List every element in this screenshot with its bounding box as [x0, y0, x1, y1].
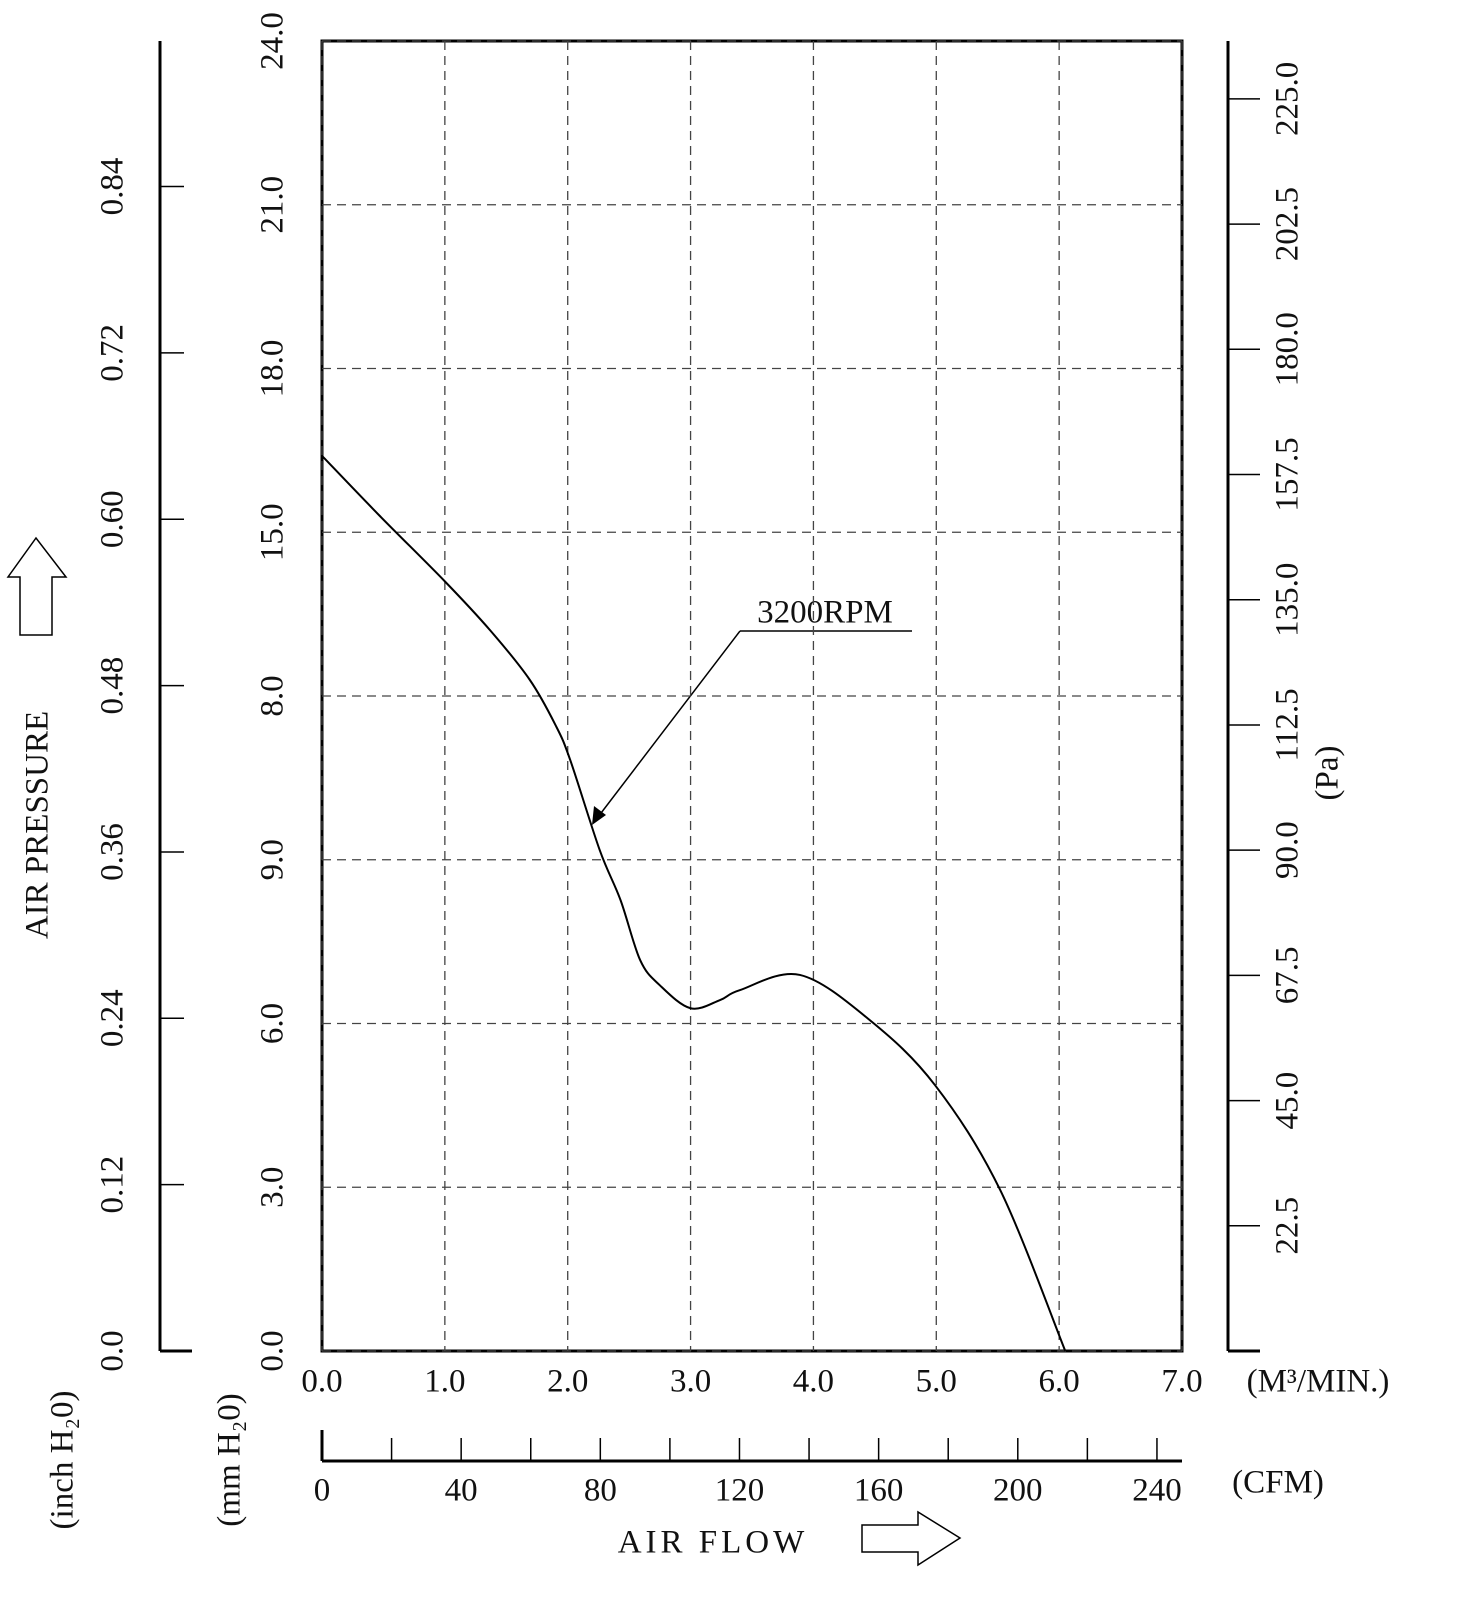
cfm-unit: (CFM): [1232, 1465, 1324, 1501]
pa-unit: (Pa): [1310, 746, 1346, 801]
inch-unit: (inch H₂0): [45, 1391, 81, 1530]
pa-tick-label: 157.5: [1270, 437, 1306, 511]
pa-tick-label: 225.0: [1270, 62, 1306, 136]
inch-tick-label: 0.12: [95, 1156, 131, 1214]
x-tick-label: 5.0: [916, 1364, 957, 1400]
cfm-tick-label: 80: [584, 1473, 617, 1509]
cfm-tick-label: 120: [715, 1473, 765, 1509]
y-tick-label: 9.0: [255, 839, 291, 880]
pa-tick-label: 135.0: [1270, 563, 1306, 637]
x-tick-label: 2.0: [547, 1364, 588, 1400]
inch-tick-label: 0.60: [95, 490, 131, 548]
x-tick-label: 1.0: [424, 1364, 465, 1400]
y-tick-label: 3.0: [255, 1167, 291, 1208]
cfm-tick-label: 200: [993, 1473, 1043, 1509]
curve-annotation: 3200RPM: [757, 595, 893, 631]
x-unit: (M³/MIN.): [1247, 1364, 1390, 1400]
inch-tick-label: 0.72: [95, 324, 131, 382]
x-tick-label: 4.0: [793, 1364, 834, 1400]
inch-tick-label: 0.0: [95, 1330, 131, 1371]
x-tick-label: 3.0: [670, 1364, 711, 1400]
y-tick-label: 24.0: [255, 12, 291, 70]
annotation-leader: [597, 630, 741, 818]
y-tick-label: 0.0: [255, 1330, 291, 1371]
cfm-tick-label: 240: [1132, 1473, 1182, 1509]
pa-tick-label: 22.5: [1270, 1197, 1306, 1255]
pa-tick-label: 112.5: [1270, 688, 1306, 761]
pa-tick-label: 202.5: [1270, 187, 1306, 261]
cfm-tick-label: 0: [314, 1473, 331, 1509]
curve: [321, 455, 1067, 1352]
pa-tick-label: 90.0: [1270, 821, 1306, 879]
inch-tick-label: 0.36: [95, 823, 131, 881]
y-tick-label: 21.0: [255, 176, 291, 234]
pa-tick-label: 67.5: [1270, 946, 1306, 1004]
y-tick-label: 6.0: [255, 1003, 291, 1044]
up-arrow: [6, 536, 68, 636]
mm-unit: (mm H₂0): [212, 1393, 248, 1526]
x-tick-label: 0.0: [301, 1364, 342, 1400]
cfm-tick-label: 160: [854, 1473, 904, 1509]
y-tick-label: 8.0: [255, 675, 291, 716]
x-axis-label: AIR FLOW: [618, 1525, 809, 1561]
x-tick-label: 7.0: [1161, 1364, 1202, 1400]
right-arrow: [861, 1510, 962, 1567]
cfm-tick-label: 40: [445, 1473, 478, 1509]
inch-tick-label: 0.24: [95, 989, 131, 1047]
inch-tick-label: 0.84: [95, 158, 131, 216]
x-tick-label: 6.0: [1039, 1364, 1080, 1400]
pa-tick-label: 180.0: [1270, 312, 1306, 386]
inch-tick-label: 0.48: [95, 657, 131, 715]
y-tick-label: 15.0: [255, 503, 291, 561]
y-axis-label: AIR PRESSURE: [20, 711, 56, 939]
annotation-arrowhead: [592, 806, 606, 825]
y-tick-label: 18.0: [255, 340, 291, 398]
pa-tick-label: 45.0: [1270, 1072, 1306, 1130]
